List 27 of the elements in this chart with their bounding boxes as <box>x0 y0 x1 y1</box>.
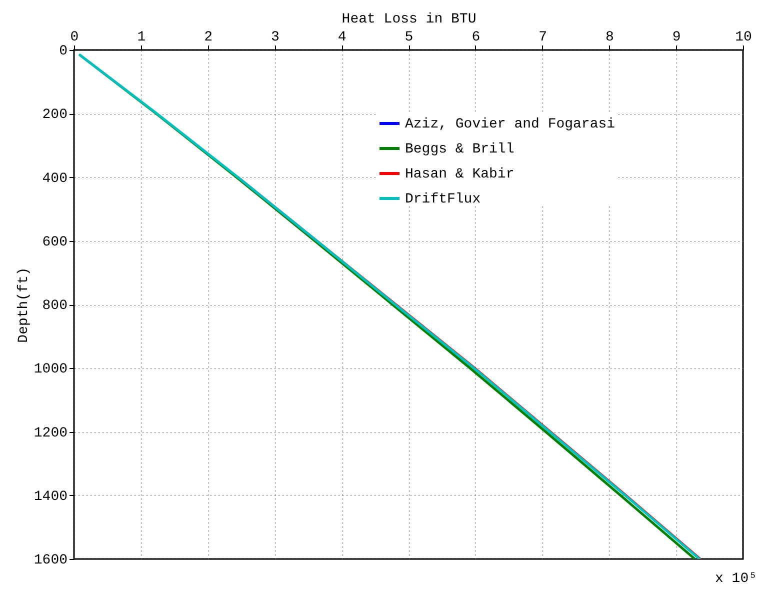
y-axis-title: Depth(ft) <box>16 267 32 343</box>
x-tick-label: 1 <box>137 30 146 46</box>
text: x 10⁵ <box>714 571 757 587</box>
legend-label: Beggs & Brill <box>405 142 514 158</box>
x-tick-label: 8 <box>605 30 614 46</box>
x-tick-label: 10 <box>735 30 752 46</box>
y-tick-label: 200 <box>42 107 68 124</box>
y-tick-label: 1600 <box>34 552 68 568</box>
legend-label: Hasan & Kabir <box>405 166 514 182</box>
y-tick-label: 1400 <box>34 488 68 505</box>
x-tick-label: 3 <box>270 30 280 46</box>
x-tick-label: 9 <box>672 30 681 46</box>
y-tick-label: 600 <box>42 234 68 250</box>
x-tick-label: 4 <box>338 30 346 46</box>
y-tick-label: 1000 <box>34 362 68 378</box>
x-tick-label: 5 <box>404 30 414 46</box>
x-tick-label: 0 <box>70 30 79 46</box>
y-tick-label: 400 <box>42 170 68 187</box>
legend-label: DriftFlux <box>405 192 481 208</box>
x-tick-label: 6 <box>472 30 480 46</box>
y-tick-label: 1200 <box>34 425 68 442</box>
x-axis-title: Heat Loss in BTU <box>342 12 476 28</box>
y-tick-label: 0 <box>59 44 68 60</box>
x-tick-label: 7 <box>538 30 548 46</box>
x-tick-label: 2 <box>204 30 213 46</box>
legend-label: Aziz, Govier and Fogarasi <box>405 116 616 132</box>
y-tick-label: 800 <box>42 298 68 314</box>
